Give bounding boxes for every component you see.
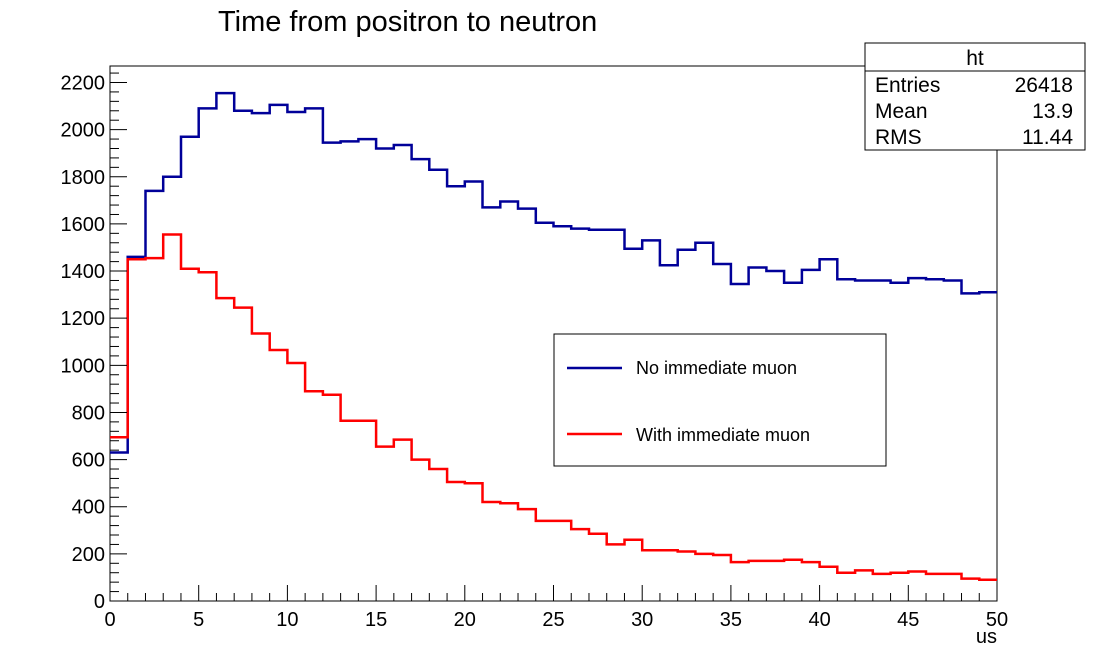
y-tick-label: 0 [94,591,105,613]
legend-label-with-immediate-muon: With immediate muon [636,425,810,445]
y-tick-label: 800 [72,402,105,424]
y-tick-label: 2200 [61,72,106,94]
y-tick-label: 1800 [61,167,106,189]
y-tick-label: 200 [72,544,105,566]
x-tick-label: 25 [542,609,564,631]
x-axis: 0 5 10 15 20 25 30 35 40 45 50 [104,585,1008,631]
legend-label-no-immediate-muon: No immediate muon [636,358,797,378]
x-tick-label: 30 [631,609,653,631]
y-tick-label: 400 [72,497,105,519]
stats-mean-label: Mean [875,100,928,123]
stats-box: ht Entries 26418 Mean 13.9 RMS 11.44 [864,42,1086,151]
y-tick-label: 1600 [61,214,106,236]
x-tick-label: 15 [365,609,387,631]
y-tick-label: 2000 [61,120,106,142]
x-tick-label: 20 [454,609,476,631]
x-tick-label: 0 [104,609,115,631]
y-axis: 0 200 400 600 800 1000 1200 1400 1600 1800 2000 220… [61,72,127,613]
y-tick-label: 1400 [61,261,106,283]
stats-mean-value: 13.9 [1032,100,1073,123]
chart-title: Time from positron to neutron [218,6,597,38]
stats-entries-value: 26418 [1015,74,1073,97]
x-tick-label: 45 [897,609,919,631]
stats-rms-label: RMS [875,126,922,149]
y-tick-label: 600 [72,450,105,472]
x-axis-label: us [976,626,997,648]
y-tick-label: 1200 [61,308,106,330]
y-tick-label: 1000 [61,355,106,377]
x-tick-label: 10 [276,609,298,631]
x-tick-label: 5 [193,609,204,631]
legend: No immediate muon With immediate muon [553,333,887,467]
series-no-immediate-muon [110,91,997,454]
stats-rms-value: 11.44 [1022,126,1073,149]
stats-title: ht [966,47,984,70]
x-tick-label: 50 [986,609,1008,631]
x-tick-label: 40 [808,609,830,631]
stats-entries-label: Entries [875,74,940,97]
series-with-immediate-muon [110,233,997,582]
x-tick-label: 35 [720,609,742,631]
